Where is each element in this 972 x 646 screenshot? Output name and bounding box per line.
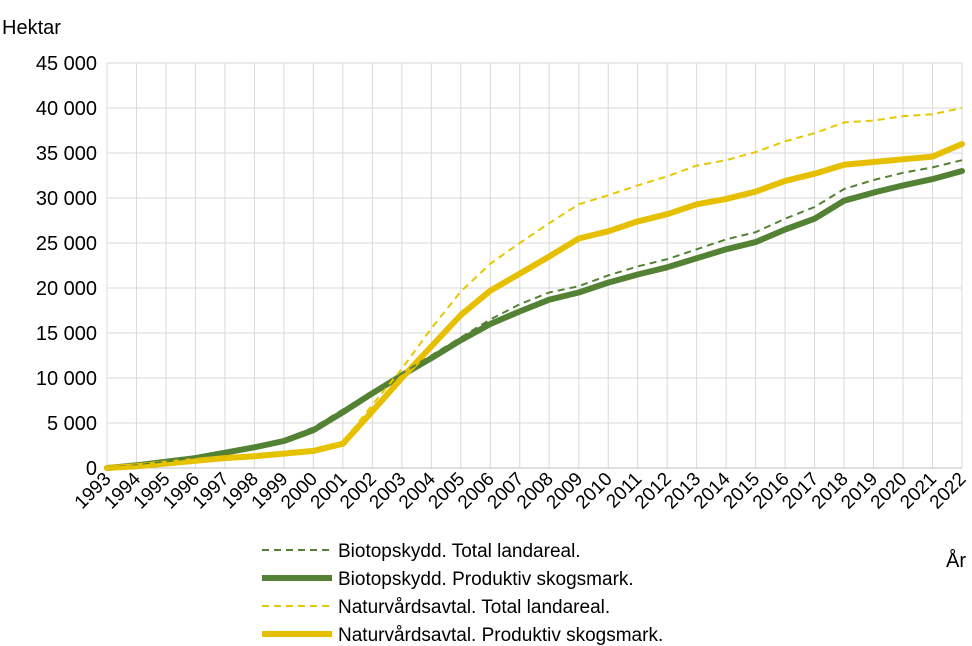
y-tick-label: 40 000 (36, 98, 97, 120)
x-axis-title: År (946, 549, 966, 572)
series-line-2 (104, 168, 965, 471)
series-line-4 (104, 141, 965, 471)
series-line-3 (106, 107, 963, 469)
series-lines (104, 107, 965, 471)
y-tick-label: 30 000 (36, 188, 97, 210)
y-axis-title: Hektar (2, 17, 61, 39)
y-tick-label: 10 000 (36, 368, 97, 390)
y-tick-label: 5 000 (47, 413, 97, 435)
grid (106, 62, 963, 469)
y-tick-label: 20 000 (36, 278, 97, 300)
legend: Biotopskydd. Total landareal. Biotopskydd… (262, 541, 663, 646)
y-tick-label: 15 000 (36, 323, 97, 345)
y-tick-label: 35 000 (36, 143, 97, 165)
y-tick-label: 0 (86, 458, 97, 480)
legend-label: Naturvårdsavtal. Total landareal. (338, 597, 610, 618)
series-line-1 (106, 159, 963, 469)
y-axis: 0 5 000 10 000 15 000 20 000 25 000 30 000 35 0… (36, 53, 97, 480)
legend-label: Biotopskydd. Produktiv skogsmark. (338, 569, 634, 590)
legend-label: Naturvårdsavtal. Produktiv skogsmark. (338, 625, 663, 646)
legend-label: Biotopskydd. Total landareal. (338, 541, 581, 562)
x-axis: 1993199419951996199719981999200020012002… (71, 468, 971, 513)
y-tick-label: 25 000 (36, 233, 97, 255)
y-tick-label: 45 000 (36, 53, 97, 75)
